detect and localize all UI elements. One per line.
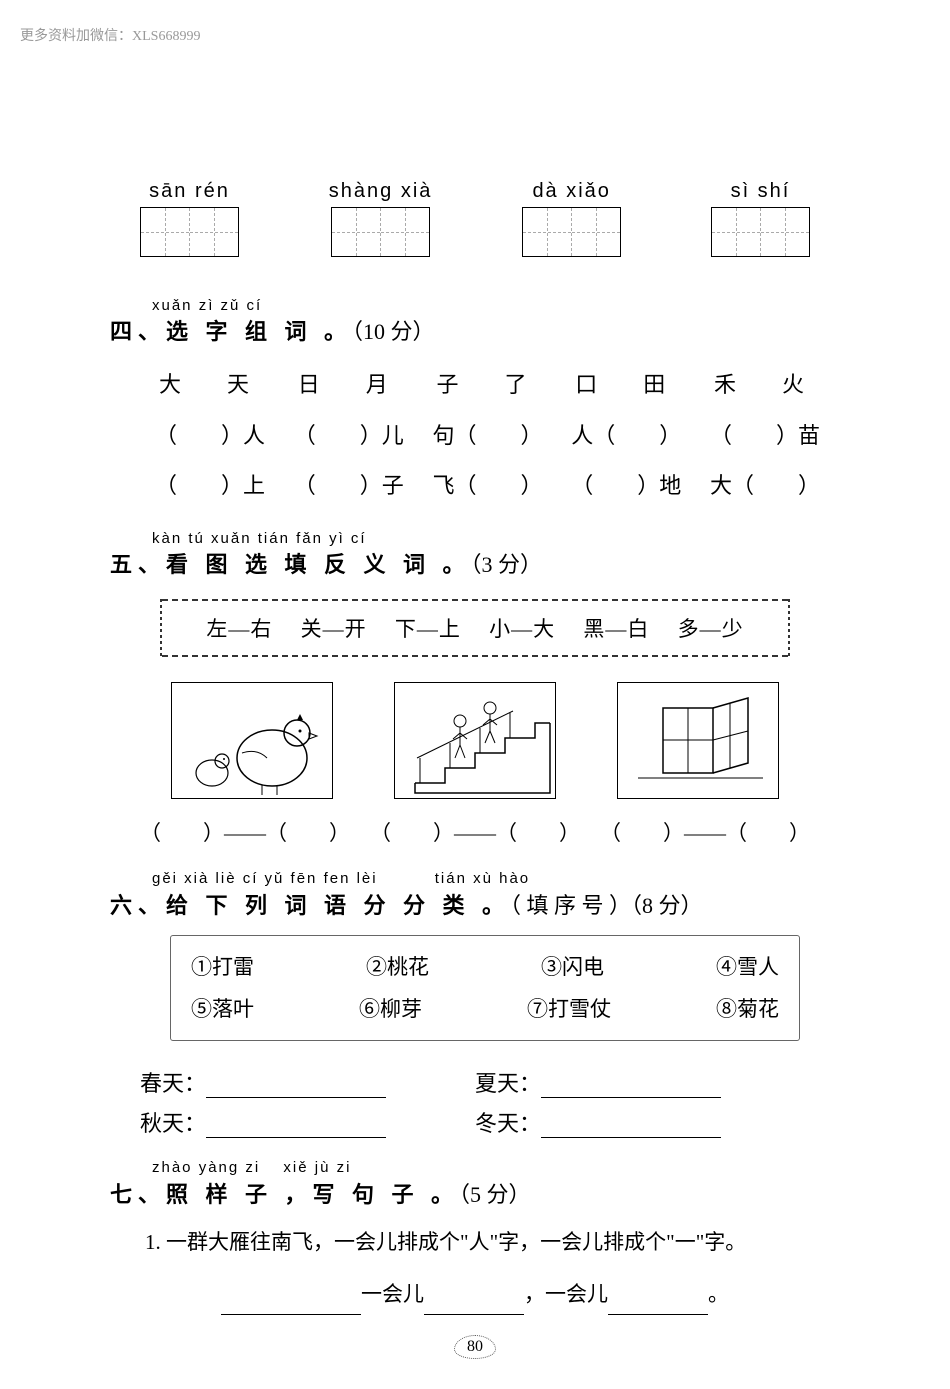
- section5-points: （3 分）: [471, 552, 543, 577]
- section7-example: 1. 一群大雁往南飞，一会儿排成个"人"字，一会儿排成个"一"字。: [145, 1223, 840, 1263]
- pinyin-label: sì shí: [711, 180, 810, 203]
- section5-title: 五、看 图 选 填 反 义 词 。: [110, 552, 471, 577]
- word-row-2: ⑤落叶 ⑥柳芽 ⑦打雪仗 ⑧菊花: [191, 988, 779, 1030]
- blank-pair: （ ）——（ ）: [600, 817, 810, 847]
- blank-pair: （ ）——（ ）: [140, 817, 350, 847]
- q4-blank: 句（ ）: [423, 411, 553, 462]
- worksheet-content: sān rén shàng xià dà xiǎo sì shí xuǎn zì…: [0, 0, 950, 1389]
- image-stairs: [394, 682, 556, 799]
- q4-blank: （ ）苗: [700, 411, 830, 462]
- season-row-2: 秋天： 冬天：: [140, 1106, 810, 1138]
- season-label: 秋天：: [140, 1111, 206, 1136]
- section4-title: 四、选 字 组 词 。: [110, 319, 352, 344]
- q4-pair: 大 天: [145, 360, 275, 411]
- season-spring: 春天：: [140, 1066, 475, 1098]
- section7-points: （5 分）: [459, 1182, 531, 1207]
- q4-blank: 人（ ）: [561, 411, 691, 462]
- word-item: ③闪电: [541, 946, 604, 988]
- image-row: [140, 682, 810, 799]
- word-list-box: ①打雷 ②桃花 ③闪电 ④雪人 ⑤落叶 ⑥柳芽 ⑦打雪仗 ⑧菊花: [170, 935, 800, 1041]
- watermark-text: 更多资料加微信：XLS668999: [20, 25, 200, 45]
- section4-pinyin: xuǎn zì zǔ cí: [152, 297, 840, 314]
- pinyin-box-row: sān rén shàng xià dà xiǎo sì shí: [110, 180, 840, 257]
- q4-blank: （ ）儿: [284, 411, 414, 462]
- word-item: ⑤落叶: [191, 988, 254, 1030]
- season-autumn: 秋天：: [140, 1106, 475, 1138]
- section7-fill: 一会儿 ，一会儿 。: [110, 1275, 840, 1315]
- section5-pinyin: kàn tú xuǎn tián fǎn yì cí: [152, 530, 840, 547]
- blank-row: （ ）——（ ） （ ）——（ ） （ ）——（ ）: [130, 817, 820, 847]
- q4-blank: （ ）人: [145, 411, 275, 462]
- word-item: ④雪人: [716, 946, 779, 988]
- season-label: 夏天：: [475, 1071, 541, 1096]
- char-box: [331, 207, 430, 257]
- char-box: [522, 207, 621, 257]
- q4-blank: （ ）子: [284, 461, 414, 512]
- antonym-list: 左—右 关—开 下—上 小—大 黑—白 多—少: [206, 617, 743, 641]
- q4-pairs-row: 大 天 日 月 子 了 口 田 禾 火: [145, 360, 840, 411]
- section6-pinyin: gěi xià liè cí yǔ fēn fen lèi tián xù hà…: [152, 867, 840, 888]
- section6-sub: （ 填 序 号 ）: [510, 893, 631, 918]
- word-item: ⑦打雪仗: [527, 988, 611, 1030]
- blank-line: [206, 1075, 386, 1098]
- q4-pair: 子 了: [423, 360, 553, 411]
- section7-title: 七、照 样 子 ，写 句 子 。: [110, 1182, 459, 1207]
- blank-line: [608, 1292, 708, 1315]
- blank-line: [541, 1075, 721, 1098]
- section4-points: （10 分）: [352, 319, 435, 344]
- pinyin-group-1: sān rén: [140, 180, 239, 257]
- pinyin-group-2: shàng xià: [329, 180, 433, 257]
- word-item: ⑧菊花: [716, 988, 779, 1030]
- q4-blank: （ ）地: [561, 461, 691, 512]
- fill-text: ，一会儿: [524, 1282, 608, 1306]
- q4-blank: （ ）上: [145, 461, 275, 512]
- image-chickens: [171, 682, 333, 799]
- word-row-1: ①打雷 ②桃花 ③闪电 ④雪人: [191, 946, 779, 988]
- blank-line: [206, 1115, 386, 1138]
- season-row-1: 春天： 夏天：: [140, 1066, 810, 1098]
- pinyin-label: dà xiǎo: [522, 180, 621, 203]
- pinyin-label: sān rén: [140, 180, 239, 203]
- char-box: [711, 207, 810, 257]
- section7-heading: zhào yàng zi xiě jù zi 七、照 样 子 ，写 句 子 。（…: [110, 1156, 840, 1209]
- section5-heading: kàn tú xuǎn tián fǎn yì cí 五、看 图 选 填 反 义…: [110, 530, 840, 579]
- season-winter: 冬天：: [475, 1106, 810, 1138]
- word-item: ①打雷: [191, 946, 254, 988]
- season-label: 春天：: [140, 1071, 206, 1096]
- section4-body: 大 天 日 月 子 了 口 田 禾 火 （ ）人 （ ）儿 句（ ） 人（ ） …: [145, 360, 840, 512]
- blank-line: [424, 1292, 524, 1315]
- image-window: [617, 682, 779, 799]
- q4-blank: 大（ ）: [700, 461, 830, 512]
- section7-pinyin: zhào yàng zi xiě jù zi: [152, 1156, 840, 1177]
- antonym-list-box: 左—右 关—开 下—上 小—大 黑—白 多—少: [162, 599, 788, 657]
- season-summer: 夏天：: [475, 1066, 810, 1098]
- fill-text: 一会儿: [361, 1282, 424, 1306]
- q4-blanks-row1: （ ）人 （ ）儿 句（ ） 人（ ） （ ）苗: [145, 411, 840, 462]
- blank-line: [541, 1115, 721, 1138]
- season-label: 冬天：: [475, 1111, 541, 1136]
- q4-pair: 口 田: [561, 360, 691, 411]
- word-item: ②桃花: [366, 946, 429, 988]
- pinyin-group-3: dà xiǎo: [522, 180, 621, 257]
- blank-line: [221, 1292, 361, 1315]
- q4-pair: 日 月: [284, 360, 414, 411]
- section6-heading: gěi xià liè cí yǔ fēn fen lèi tián xù hà…: [110, 867, 840, 920]
- page-number-container: 80: [110, 1335, 840, 1359]
- q4-blank: 飞（ ）: [423, 461, 553, 512]
- fill-text: 。: [708, 1282, 729, 1306]
- pinyin-label: shàng xià: [329, 180, 433, 203]
- q4-pair: 禾 火: [700, 360, 830, 411]
- blank-pair: （ ）——（ ）: [370, 817, 580, 847]
- q4-blanks-row2: （ ）上 （ ）子 飞（ ） （ ）地 大（ ）: [145, 461, 840, 512]
- page-number: 80: [454, 1335, 496, 1359]
- char-box: [140, 207, 239, 257]
- word-item: ⑥柳芽: [359, 988, 422, 1030]
- section4-heading: xuǎn zì zǔ cí 四、选 字 组 词 。（10 分）: [110, 297, 840, 346]
- section6-points: （8 分）: [631, 893, 703, 918]
- pinyin-group-4: sì shí: [711, 180, 810, 257]
- section6-title: 六、给 下 列 词 语 分 分 类 。: [110, 893, 510, 918]
